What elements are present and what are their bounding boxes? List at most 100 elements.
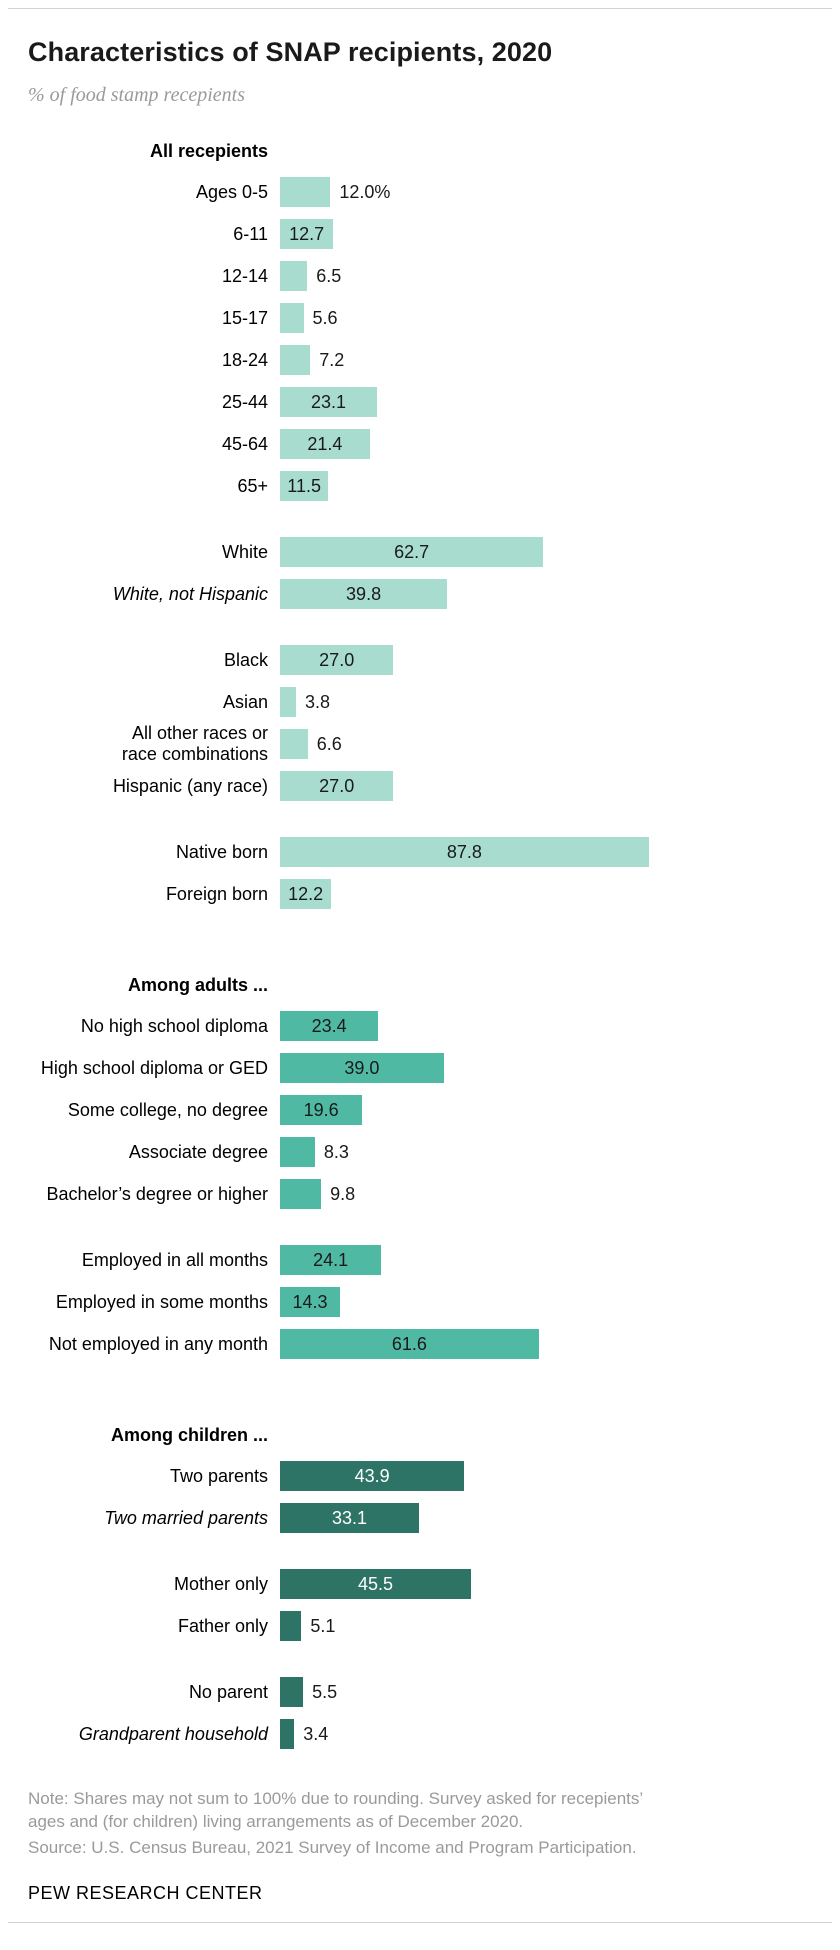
bar: 21.4: [280, 429, 370, 459]
section-header: Among children ...: [110, 1424, 268, 1445]
bar-group: Native born 87.8 Foreign born 12.2: [28, 831, 810, 915]
bar-area: 45.5: [280, 1569, 810, 1599]
bar: 23.4: [280, 1011, 379, 1041]
bar: [280, 345, 311, 375]
bar-group: Ages 0-5 12.0% 6-11 12.7 12-14 6.5 15-17 5.6 18-…: [28, 171, 810, 507]
bar-value: 12.0%: [339, 181, 391, 202]
bar: 87.8: [280, 837, 649, 867]
chart-row: Employed in some months 14.3: [28, 1281, 810, 1323]
bar-label: Associate degree: [128, 1141, 268, 1162]
bar-area: 9.8: [280, 1179, 810, 1209]
bar-label: Mother only: [173, 1573, 268, 1594]
bar-value: 19.6: [303, 1099, 339, 1120]
bar-value: 6.5: [316, 265, 342, 286]
chart-row: All other races or race combinations 6.6: [28, 723, 810, 765]
bar-label: Not employed in any month: [48, 1333, 268, 1354]
bar-area: 39.0: [280, 1053, 810, 1083]
bar-value: 23.1: [310, 391, 347, 412]
bar-area: 12.2: [280, 879, 810, 909]
note-text: Note: Shares may not sum to 100% due to …: [28, 1789, 643, 1832]
section-header-row: All recepients: [28, 131, 810, 171]
top-divider: [8, 8, 832, 9]
bar: 23.1: [280, 387, 378, 417]
chart-row: Father only 5.1: [28, 1605, 810, 1647]
bar-value: 12.2: [288, 883, 324, 904]
bar: 12.7: [280, 219, 334, 249]
chart-row: White 62.7: [28, 531, 810, 573]
bar-group: White 62.7 White, not Hispanic 39.8: [28, 531, 810, 615]
section-header: Among adults ...: [127, 974, 268, 995]
bar-area: 24.1: [280, 1245, 810, 1275]
bar-label: 65+: [237, 475, 268, 496]
bar: [280, 261, 308, 291]
bar: 12.2: [280, 879, 332, 909]
bar: 14.3: [280, 1287, 341, 1317]
bar-group: Mother only 45.5 Father only 5.1: [28, 1563, 810, 1647]
bar-area: 5.6: [280, 303, 810, 333]
bar-value: 43.9: [354, 1465, 390, 1486]
chart-section: All recepients Ages 0-5 12.0% 6-11 12.7 12-14…: [28, 131, 810, 915]
bar-area: 27.0: [280, 771, 810, 801]
bar-label: Asian: [222, 691, 268, 712]
source-text: Source: U.S. Census Bureau, 2021 Survey …: [28, 1837, 637, 1857]
bar-label: Foreign born: [165, 883, 268, 904]
bar-area: 62.7: [280, 537, 810, 567]
bar-value: 6.6: [316, 733, 342, 754]
bar-value: 23.4: [311, 1015, 347, 1036]
bar: 62.7: [280, 537, 544, 567]
chart-row: High school diploma or GED 39.0: [28, 1047, 810, 1089]
bar-value: 7.2: [319, 349, 345, 370]
bar-label: Two married parents: [104, 1507, 268, 1528]
bar-label: 12-14: [221, 265, 268, 286]
bar-area: 6.5: [280, 261, 810, 291]
bar: 27.0: [280, 771, 394, 801]
chart-row: No high school diploma 23.4: [28, 1005, 810, 1047]
bar-label: 45-64: [221, 433, 268, 454]
bottom-divider: [8, 1922, 832, 1924]
bar-area: 6.6: [280, 729, 810, 759]
bar-area: 23.1: [280, 387, 810, 417]
bar-label: 6-11: [233, 223, 268, 244]
bar: 33.1: [280, 1503, 420, 1533]
chart-row: Asian 3.8: [28, 681, 810, 723]
bar-value: 5.5: [312, 1681, 338, 1702]
bar-value: 27.0: [319, 775, 355, 796]
bar-value: 39.8: [346, 583, 382, 604]
chart-row: 25-44 23.1: [28, 381, 810, 423]
bar-label: Some college, no degree: [67, 1099, 268, 1120]
report-page: Characteristics of SNAP recipients, 2020…: [0, 37, 840, 1904]
bar-area: 5.1: [280, 1611, 810, 1641]
bar-area: 8.3: [280, 1137, 810, 1167]
bar-area: 11.5: [280, 471, 810, 501]
bar-label: 15-17: [221, 307, 268, 328]
chart-row: Hispanic (any race) 27.0: [28, 765, 810, 807]
bar-value: 8.3: [323, 1141, 349, 1162]
bar-label: Hispanic (any race): [112, 775, 268, 796]
chart-row: Two parents 43.9: [28, 1455, 810, 1497]
bar-label: Native born: [175, 841, 268, 862]
bar: [280, 303, 304, 333]
bar-area: 12.7: [280, 219, 810, 249]
bar-value: 24.1: [313, 1249, 349, 1270]
bar-value: 5.1: [310, 1615, 336, 1636]
bar-area: 43.9: [280, 1461, 810, 1491]
bar-area: 87.8: [280, 837, 810, 867]
chart-row: 6-11 12.7: [28, 213, 810, 255]
bar-label: 18-24: [221, 349, 268, 370]
bar: 39.8: [280, 579, 448, 609]
bar-label: High school diploma or GED: [40, 1057, 268, 1078]
bar-label: No parent: [188, 1681, 268, 1702]
bar-value: 45.5: [358, 1573, 394, 1594]
bar-group: Two parents 43.9 Two married parents 33.1: [28, 1455, 810, 1539]
chart-section: Among children ... Two parents 43.9 Two mar…: [28, 1415, 810, 1755]
bar: [280, 1179, 322, 1209]
bar: 19.6: [280, 1095, 363, 1125]
bar-area: 39.8: [280, 579, 810, 609]
chart-subtitle: % of food stamp recepients: [28, 84, 246, 106]
bar-area: 21.4: [280, 429, 810, 459]
chart-row: Ages 0-5 12.0%: [28, 171, 810, 213]
bar-group: No high school diploma 23.4 High school di…: [28, 1005, 810, 1215]
chart-section: Among adults ... No high school diploma 23…: [28, 965, 810, 1365]
bar-area: 23.4: [280, 1011, 810, 1041]
bar-value: 14.3: [292, 1291, 328, 1312]
